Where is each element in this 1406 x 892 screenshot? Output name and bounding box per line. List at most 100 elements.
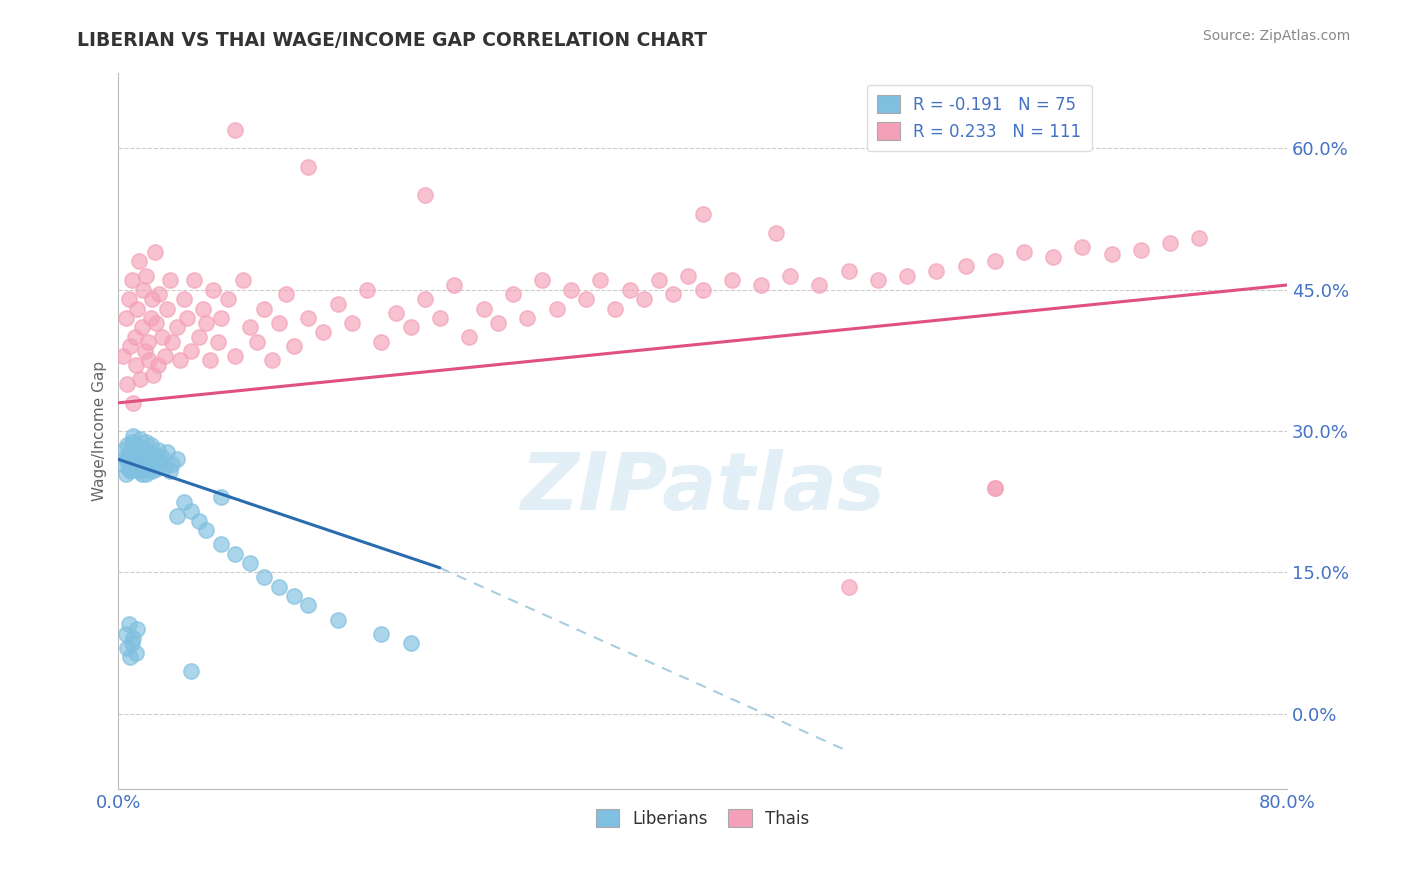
Point — [253, 570, 276, 584]
Point — [120, 464, 142, 478]
Point — [648, 273, 671, 287]
Point — [239, 556, 262, 570]
Point — [118, 617, 141, 632]
Point — [166, 320, 188, 334]
Point — [118, 448, 141, 462]
Point — [111, 349, 134, 363]
Point — [530, 273, 553, 287]
Point — [356, 283, 378, 297]
Point — [413, 188, 436, 202]
Point — [135, 268, 157, 283]
Point — [180, 343, 202, 358]
Point — [269, 580, 291, 594]
Point — [112, 442, 135, 457]
Point — [125, 358, 148, 372]
Point — [217, 292, 239, 306]
Point — [127, 450, 149, 465]
Point — [486, 316, 509, 330]
Point — [232, 273, 254, 287]
Point — [187, 514, 209, 528]
Point — [246, 334, 269, 349]
Point — [139, 438, 162, 452]
Point — [148, 287, 170, 301]
Point — [121, 459, 143, 474]
Point — [1012, 245, 1035, 260]
Point — [115, 376, 138, 391]
Point — [983, 254, 1005, 268]
Point — [370, 626, 392, 640]
Point — [125, 462, 148, 476]
Point — [1188, 231, 1211, 245]
Point — [121, 435, 143, 450]
Point — [134, 343, 156, 358]
Point — [200, 353, 222, 368]
Point — [142, 368, 165, 382]
Point — [162, 457, 184, 471]
Point — [138, 353, 160, 368]
Point — [131, 467, 153, 481]
Point — [955, 259, 977, 273]
Point — [135, 467, 157, 481]
Point — [662, 287, 685, 301]
Text: Source: ZipAtlas.com: Source: ZipAtlas.com — [1202, 29, 1350, 43]
Point — [145, 316, 167, 330]
Point — [115, 438, 138, 452]
Point — [127, 301, 149, 316]
Point — [399, 636, 422, 650]
Point — [546, 301, 568, 316]
Point — [983, 481, 1005, 495]
Point — [838, 264, 860, 278]
Point — [312, 325, 335, 339]
Point — [676, 268, 699, 283]
Point — [458, 330, 481, 344]
Point — [619, 283, 641, 297]
Point — [183, 273, 205, 287]
Point — [146, 358, 169, 372]
Point — [166, 508, 188, 523]
Point — [115, 454, 138, 468]
Point — [502, 287, 524, 301]
Point — [1042, 250, 1064, 264]
Point — [692, 207, 714, 221]
Point — [129, 432, 152, 446]
Point — [173, 495, 195, 509]
Point — [150, 330, 173, 344]
Point — [124, 330, 146, 344]
Point — [983, 481, 1005, 495]
Point — [399, 320, 422, 334]
Point — [125, 646, 148, 660]
Point — [153, 349, 176, 363]
Point — [260, 353, 283, 368]
Point — [276, 287, 298, 301]
Point — [180, 504, 202, 518]
Point — [692, 283, 714, 297]
Point — [187, 330, 209, 344]
Point — [765, 226, 787, 240]
Point — [114, 467, 136, 481]
Point — [111, 457, 134, 471]
Point — [224, 349, 246, 363]
Point — [150, 450, 173, 465]
Point — [132, 457, 155, 471]
Point — [1159, 235, 1181, 250]
Point — [176, 311, 198, 326]
Point — [297, 311, 319, 326]
Point — [127, 457, 149, 471]
Point — [143, 245, 166, 260]
Point — [132, 283, 155, 297]
Point — [121, 636, 143, 650]
Point — [1129, 243, 1152, 257]
Point — [385, 306, 408, 320]
Point — [516, 311, 538, 326]
Point — [191, 301, 214, 316]
Point — [162, 334, 184, 349]
Text: LIBERIAN VS THAI WAGE/INCOME GAP CORRELATION CHART: LIBERIAN VS THAI WAGE/INCOME GAP CORRELA… — [77, 31, 707, 50]
Point — [326, 297, 349, 311]
Point — [127, 622, 149, 636]
Point — [146, 442, 169, 457]
Point — [224, 122, 246, 136]
Point — [143, 448, 166, 462]
Point — [115, 640, 138, 655]
Point — [209, 311, 232, 326]
Point — [209, 490, 232, 504]
